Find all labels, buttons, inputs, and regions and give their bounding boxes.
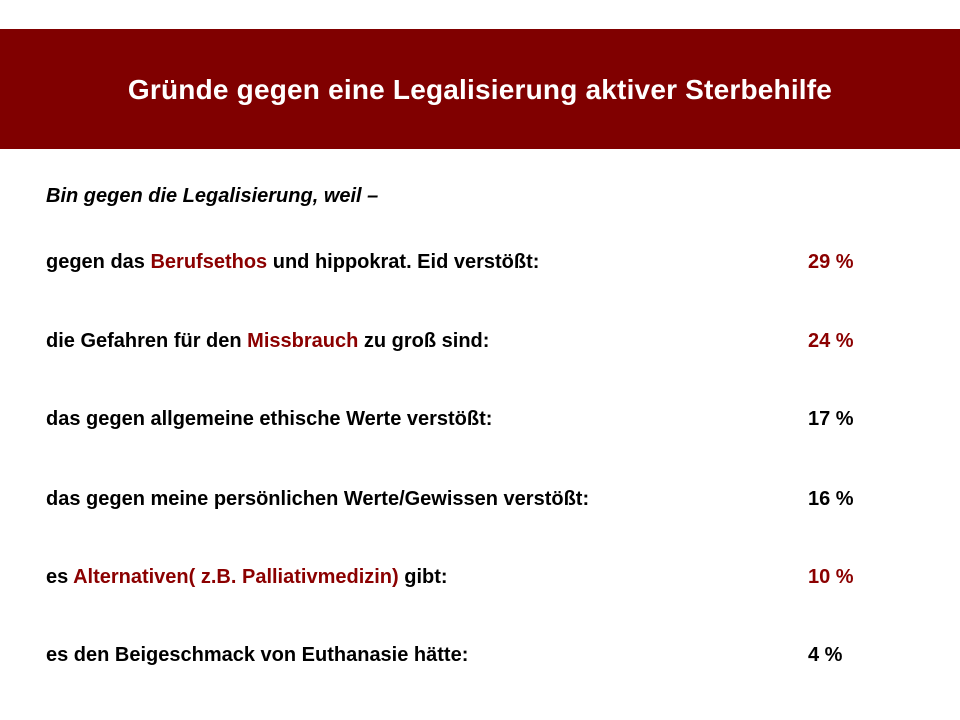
reason-label: es den Beigeschmack von Euthanasie hätte… bbox=[46, 641, 468, 669]
reason-row: gegen das Berufsethos und hippokrat. Eid… bbox=[46, 248, 926, 276]
reason-label: die Gefahren für den Missbrauch zu groß … bbox=[46, 327, 489, 355]
reason-percentage: 24 % bbox=[808, 330, 854, 352]
reason-text-post: und hippokrat. Eid verstößt: bbox=[267, 251, 540, 273]
title-bar: Gründe gegen eine Legalisierung aktiver … bbox=[0, 29, 960, 149]
reason-text-pre: es den Beigeschmack von Euthanasie hätte… bbox=[46, 644, 469, 666]
reason-row: die Gefahren für den Missbrauch zu groß … bbox=[46, 327, 926, 355]
reason-text-pre: das gegen allgemeine ethische Werte vers… bbox=[46, 408, 493, 430]
reason-percentage: 10 % bbox=[808, 566, 854, 588]
reason-row: es den Beigeschmack von Euthanasie hätte… bbox=[46, 641, 926, 669]
reason-text-pre: das gegen meine persönlichen Werte/Gewis… bbox=[46, 488, 590, 510]
reason-row: das gegen allgemeine ethische Werte vers… bbox=[46, 405, 926, 433]
reason-row: es Alternativen( z.B. Palliativmedizin) … bbox=[46, 563, 926, 591]
reason-percentage: 29 % bbox=[808, 251, 854, 273]
intro-text: Bin gegen die Legalisierung, weil – bbox=[46, 185, 379, 207]
reason-label: das gegen meine persönlichen Werte/Gewis… bbox=[46, 485, 589, 513]
reason-label: gegen das Berufsethos und hippokrat. Eid… bbox=[46, 248, 539, 276]
reason-highlight: Berufsethos bbox=[150, 251, 268, 273]
reason-text-post: zu groß sind: bbox=[358, 330, 490, 352]
reason-label: das gegen allgemeine ethische Werte vers… bbox=[46, 405, 492, 433]
reason-text-pre: es bbox=[46, 566, 74, 588]
slide-title: Gründe gegen eine Legalisierung aktiver … bbox=[127, 74, 833, 105]
reason-text-pre: gegen das bbox=[46, 251, 151, 273]
reason-percentage: 16 % bbox=[808, 488, 854, 510]
reason-percentage: 4 % bbox=[808, 644, 843, 666]
reason-row: das gegen meine persönlichen Werte/Gewis… bbox=[46, 485, 926, 513]
reason-text-post: gibt: bbox=[398, 566, 448, 588]
reason-label: es Alternativen( z.B. Palliativmedizin) … bbox=[46, 563, 448, 591]
reason-highlight: Alternativen( z.B. Palliativmedizin) bbox=[73, 566, 399, 588]
reason-text-pre: die Gefahren für den bbox=[46, 330, 248, 352]
reason-percentage: 17 % bbox=[808, 408, 854, 430]
reason-highlight: Missbrauch bbox=[247, 330, 359, 352]
